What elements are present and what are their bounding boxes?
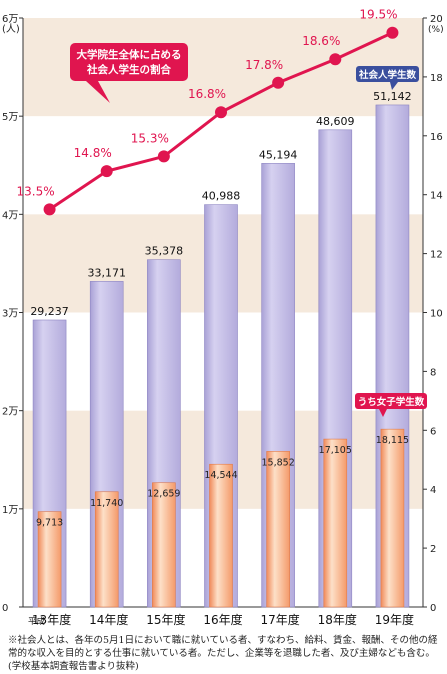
female-callout-text: うち女子学生数 [358,396,425,408]
right-tick-label: 14 [430,191,443,202]
right-tick-label: 2 [430,544,436,555]
ratio-point [100,165,113,178]
bar-female [37,511,62,608]
left-tick-label: 2万 [2,407,18,418]
total-callout-pointer [390,82,398,90]
bar-female-label: 18,115 [376,435,409,446]
ratio-label: 19.5% [359,8,397,22]
bar-female-label: 15,852 [262,457,295,468]
left-tick-label: 6万 [2,14,18,25]
category-label: 13年度 [32,612,71,627]
right-tick-label: 4 [430,485,436,496]
ratio-label: 15.3% [131,131,169,145]
bar-total-label: 29,237 [30,305,69,318]
ratio-callout-pointer [86,81,110,103]
right-tick-label: 8 [430,367,436,378]
bar-total-label: 51,142 [373,90,412,103]
ratio-point [157,150,170,163]
total-callout-text: 社会人学生数 [358,69,417,81]
bar-female [266,451,290,608]
bar-total-label: 48,609 [316,115,355,128]
right-tick-label: 6 [430,426,436,437]
bar-total-label: 40,988 [202,190,241,203]
bar-female-label: 17,105 [319,445,352,456]
category-prefix: 平成 [28,616,46,627]
bar-total-label: 33,171 [87,266,126,279]
footnote: ※社会人とは、各年の5月1日において職に就いている者、すなわち、給料、賃金、報酬… [8,635,438,672]
bar-female-label: 14,544 [204,470,237,481]
category-label: 18年度 [318,612,357,627]
ratio-point [215,106,227,119]
bar-female [380,428,405,608]
right-tick-label: 16 [430,132,443,143]
right-tick-label: 18 [430,73,443,84]
right-axis-unit: (%) [428,25,444,35]
ratio-point [386,26,399,39]
category-label: 17年度 [261,612,300,627]
bar-female [152,482,176,608]
ratio-label: 13.5% [17,184,55,198]
bar-female [209,463,233,608]
category-label: 15年度 [146,612,185,627]
left-tick-label: 4万 [2,210,18,221]
bar-female [323,438,348,608]
ratio-point [329,53,342,66]
bar-total-label: 35,378 [145,245,184,258]
bar-female-label: 9,713 [36,518,63,529]
left-tick-label: 0 [2,603,8,614]
total-callout-box [356,66,419,82]
ratio-label: 17.8% [245,58,283,72]
category-label: 19年度 [375,612,414,627]
female-callout-pointer [379,409,387,417]
category-label: 14年度 [89,612,128,627]
ratio-callout-text: 大学院生全体に占める [77,48,182,61]
left-axis-unit: (人) [2,23,20,35]
ratio-label: 16.8% [188,87,226,101]
right-tick-label: 10 [430,309,443,320]
ratio-callout-text: 社会人学生の割合 [86,63,171,76]
ratio-label: 14.8% [74,146,112,160]
left-tick-label: 1万 [2,505,18,516]
bar-female [94,491,119,608]
category-label: 16年度 [203,612,242,627]
ratio-callout-box [70,43,188,81]
ratio-point [272,76,285,89]
bar-total-label: 45,194 [259,148,298,161]
bar-female-label: 12,659 [147,489,180,500]
left-tick-label: 3万 [2,309,18,320]
female-callout-box [355,393,427,409]
right-tick-label: 12 [430,250,443,261]
ratio-label: 18.6% [302,34,340,48]
right-tick-label: 0 [430,603,436,614]
left-tick-label: 5万 [2,112,18,123]
right-tick-label: 20 [430,14,443,25]
ratio-point [43,203,56,216]
bar-female-label: 11,740 [90,498,123,509]
